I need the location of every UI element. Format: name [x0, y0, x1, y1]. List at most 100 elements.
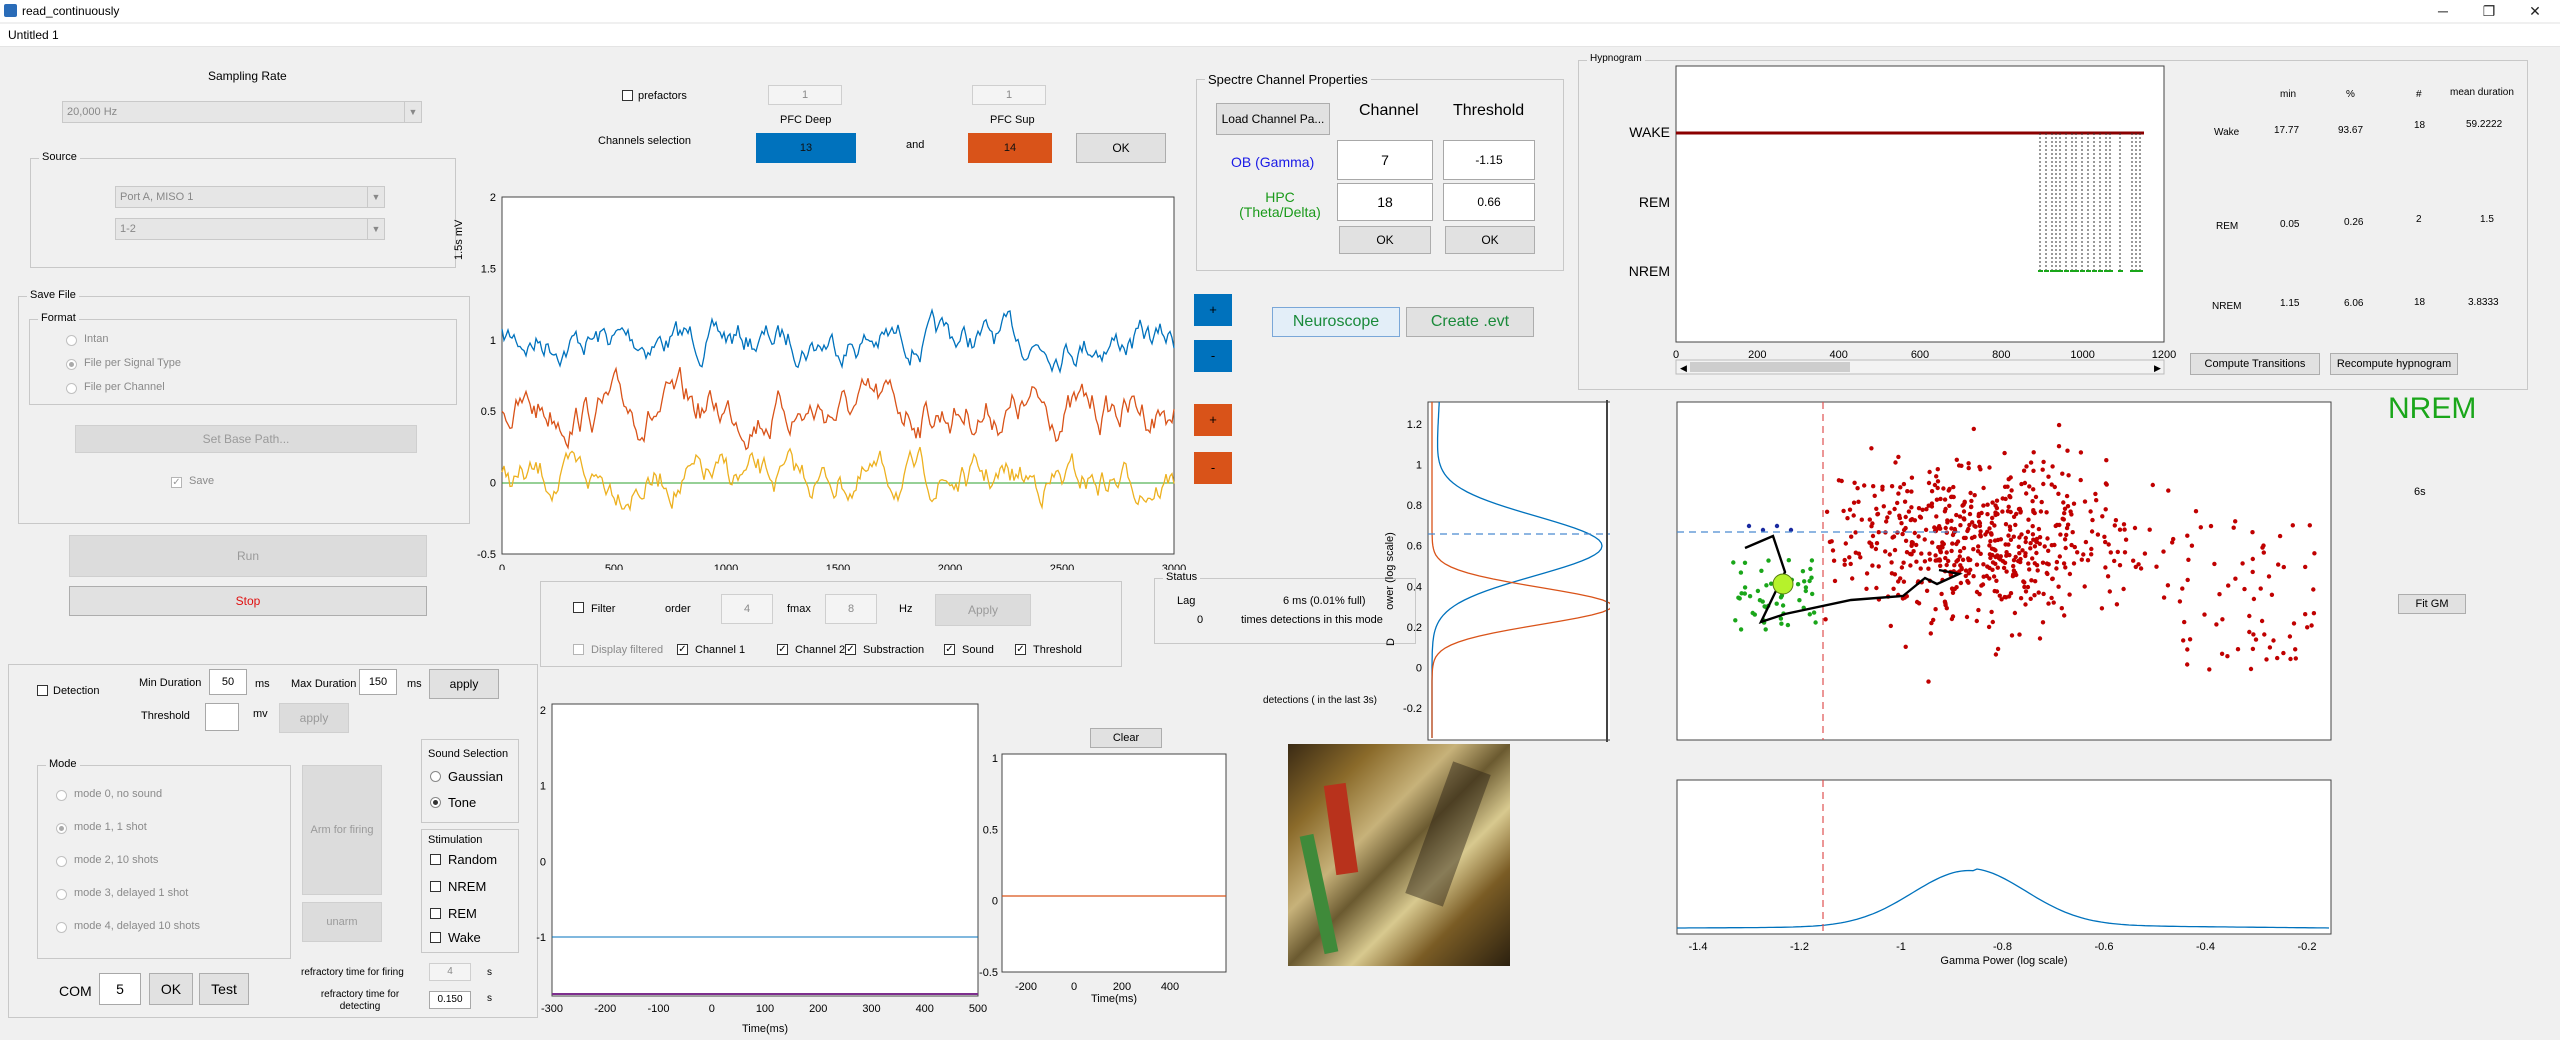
blue-minus-button[interactable]: - [1194, 340, 1232, 372]
wake-point [1909, 475, 1915, 480]
filter-apply-button[interactable]: Apply [935, 594, 1031, 626]
wake-point [2202, 612, 2207, 617]
stop-button[interactable]: Stop [69, 586, 427, 616]
wake-point [1989, 609, 1994, 615]
wake-point [2003, 522, 2009, 527]
clear-button[interactable]: Clear [1090, 728, 1162, 748]
channel2-checkbox[interactable]: ✓ [777, 644, 788, 655]
detection-checkbox[interactable] [37, 685, 48, 696]
stim-nrem-checkbox[interactable] [430, 881, 441, 892]
filter-label: Filter [591, 603, 616, 615]
average-y-tick: 1 [992, 753, 998, 765]
max-duration-input[interactable]: 150 [359, 669, 397, 695]
com-test-button[interactable]: Test [199, 973, 249, 1005]
nrem-point [1810, 591, 1815, 597]
refractory-detecting-input[interactable]: 0.150 [429, 991, 471, 1009]
wake-point [1858, 555, 1863, 560]
average-x-tick: -200 [1015, 981, 1037, 993]
neuroscope-button[interactable]: Neuroscope [1272, 307, 1400, 337]
orange-plus-button[interactable]: + [1194, 404, 1232, 436]
fmax-input[interactable]: 8 [825, 594, 877, 624]
wake-point [2089, 529, 2095, 534]
port-select[interactable]: Port A, MISO 1 ▼ [115, 186, 385, 208]
format-signal-type-radio[interactable] [66, 359, 77, 370]
wake-point [1966, 557, 1971, 563]
hpc-channel-input[interactable]: 18 [1337, 183, 1433, 221]
save-checkbox[interactable]: ✓ [171, 477, 182, 488]
wake-point [2121, 586, 2126, 592]
wake-point [1862, 483, 1867, 488]
spectre-ok-button-2[interactable]: OK [1445, 226, 1535, 254]
distribution-y-tick: 0 [1416, 662, 1422, 674]
run-button[interactable]: Run [69, 535, 427, 577]
refractory-firing-input[interactable]: 4 [429, 963, 471, 981]
minimize-button[interactable]: ─ [2438, 3, 2448, 19]
format-intan-radio[interactable] [66, 335, 77, 346]
order-input[interactable]: 4 [721, 594, 773, 624]
mode2-radio[interactable] [56, 856, 67, 867]
wake-point [2041, 591, 2046, 597]
wake-point [1853, 530, 1858, 535]
threshold-apply-button[interactable]: apply [279, 703, 349, 733]
wake-point [2029, 578, 2034, 583]
wake-point [1949, 518, 1954, 523]
mode4-radio[interactable] [56, 922, 67, 933]
sound-selection-panel: Sound Selection Gaussian Tone [421, 739, 519, 823]
create-evt-button[interactable]: Create .evt [1406, 307, 1534, 337]
arm-for-firing-button[interactable]: Arm for firing [302, 765, 382, 895]
wake-point [1823, 617, 1828, 622]
wake-point [1943, 602, 1948, 608]
sampling-rate-select[interactable]: 20,000 Hz ▼ [62, 101, 422, 123]
gaussian-radio[interactable] [430, 771, 441, 782]
set-base-path-button[interactable]: Set Base Path... [75, 425, 417, 453]
mode3-radio[interactable] [56, 889, 67, 900]
gamma-x-label: Gamma Power (log scale) [1940, 955, 2067, 967]
hypnogram-scroll-thumb[interactable] [1690, 362, 1850, 372]
blue-plus-button[interactable]: + [1194, 294, 1232, 326]
pfc-sup-channel-button[interactable]: 14 [968, 133, 1052, 163]
channel-range-select[interactable]: 1-2 ▼ [115, 218, 385, 240]
recompute-hypnogram-button[interactable]: Recompute hypnogram [2330, 353, 2458, 375]
pfc-deep-prefactor-input[interactable]: 1 [768, 85, 842, 105]
compute-transitions-button[interactable]: Compute Transitions [2190, 353, 2320, 375]
load-channel-button[interactable]: Load Channel Pa... [1216, 103, 1330, 135]
fit-gm-button[interactable]: Fit GM [2398, 594, 2466, 614]
sound-checkbox[interactable]: ✓ [944, 644, 955, 655]
display-filtered-checkbox[interactable] [573, 644, 584, 655]
substraction-checkbox[interactable]: ✓ [845, 644, 856, 655]
mode1-radio[interactable] [56, 823, 67, 834]
filter-checkbox[interactable] [573, 602, 584, 613]
mode0-radio[interactable] [56, 790, 67, 801]
stim-random-checkbox[interactable] [430, 854, 441, 865]
wake-point [1908, 563, 1913, 568]
com-input[interactable]: 5 [99, 973, 141, 1005]
wake-point [2004, 553, 2009, 558]
ob-threshold-input[interactable]: -1.15 [1443, 140, 1535, 180]
orange-minus-button[interactable]: - [1194, 452, 1232, 484]
threshold-input[interactable] [205, 703, 239, 731]
scroll-left-icon[interactable]: ◀ [1680, 363, 1687, 373]
tone-radio[interactable] [430, 797, 441, 808]
com-ok-button[interactable]: OK [149, 973, 193, 1005]
format-per-channel-radio[interactable] [66, 383, 77, 394]
spectre-ok-button-1[interactable]: OK [1339, 226, 1431, 254]
channel1-checkbox[interactable]: ✓ [677, 644, 688, 655]
maximize-button[interactable]: ❐ [2482, 3, 2496, 19]
channels-ok-button[interactable]: OK [1076, 133, 1166, 163]
stim-wake-checkbox[interactable] [430, 932, 441, 943]
ob-channel-input[interactable]: 7 [1337, 140, 1433, 180]
chevron-down-icon: ▼ [404, 102, 421, 122]
pfc-sup-prefactor-input[interactable]: 1 [972, 85, 1046, 105]
prefactors-checkbox[interactable] [622, 90, 633, 101]
wake-point [1933, 607, 1938, 612]
close-button[interactable]: ✕ [2529, 3, 2541, 19]
min-duration-input[interactable]: 50 [209, 669, 247, 695]
scroll-right-icon[interactable]: ▶ [2154, 363, 2161, 373]
hpc-threshold-input[interactable]: 0.66 [1443, 183, 1535, 221]
detection-apply-button[interactable]: apply [429, 669, 499, 699]
stim-rem-checkbox[interactable] [430, 908, 441, 919]
pfc-deep-channel-button[interactable]: 13 [756, 133, 856, 163]
threshold-checkbox[interactable]: ✓ [1015, 644, 1026, 655]
hypnogram-x-tick: 600 [1911, 349, 1929, 361]
unarm-button[interactable]: unarm [302, 902, 382, 942]
